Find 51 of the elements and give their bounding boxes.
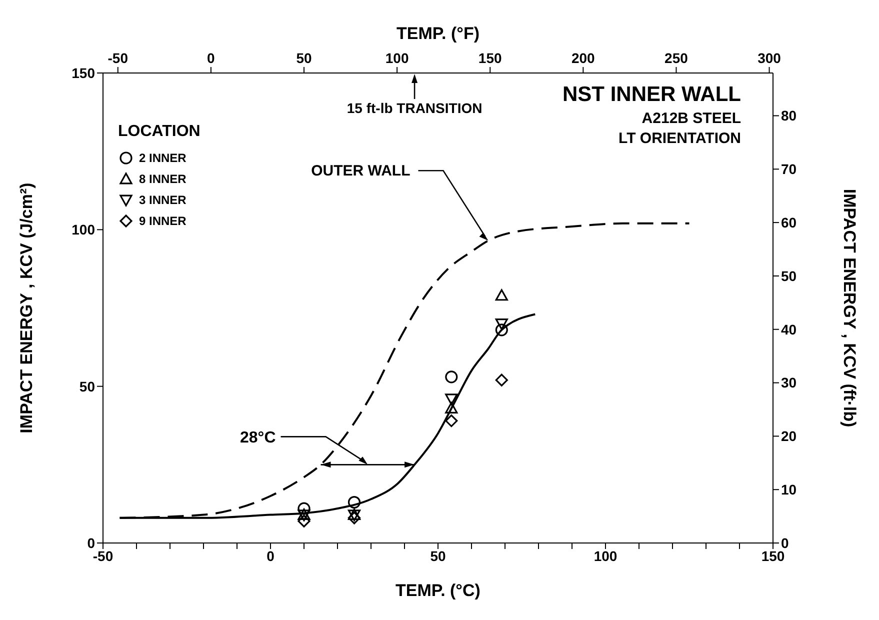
annotation: 28°C bbox=[240, 430, 276, 447]
annotation: 15 ft-lb TRANSITION bbox=[346, 100, 482, 116]
legend-title: LOCATION bbox=[118, 123, 202, 141]
y-tick-label: 150 bbox=[72, 64, 96, 81]
x2-tick-label: -50 bbox=[108, 50, 128, 66]
y2-tick-label: 20 bbox=[781, 428, 797, 444]
legend-label: 9 INNER bbox=[139, 214, 186, 228]
point bbox=[445, 394, 458, 406]
x2-tick-label: 250 bbox=[664, 50, 688, 66]
y2-tick-label: 50 bbox=[781, 268, 797, 284]
x-tick-label: -50 bbox=[92, 548, 114, 564]
y-tick-label: 100 bbox=[72, 222, 96, 238]
point bbox=[445, 370, 458, 384]
point bbox=[298, 502, 310, 515]
x-tick-label: 50 bbox=[430, 548, 446, 564]
y2-tick-label: 40 bbox=[781, 321, 797, 338]
y2-tick-label: 70 bbox=[781, 161, 797, 178]
legend-label: 3 INNER bbox=[139, 192, 186, 206]
point bbox=[445, 402, 458, 414]
x2-axis-title: TEMP. (°F) bbox=[396, 24, 480, 43]
point bbox=[445, 414, 458, 428]
y2-tick-label: 80 bbox=[781, 108, 797, 124]
y2-tick-label: 10 bbox=[781, 482, 797, 498]
x2-tick-label: 50 bbox=[296, 50, 312, 66]
point bbox=[348, 496, 361, 509]
point bbox=[495, 374, 508, 386]
y2-tick-label: 30 bbox=[781, 374, 797, 391]
text: OUTER WALL bbox=[311, 162, 410, 180]
x-tick-label: 100 bbox=[594, 548, 618, 564]
annotation: LT ORIENTATION bbox=[618, 130, 741, 147]
point bbox=[495, 289, 508, 301]
annotation: A212B STEEL bbox=[642, 110, 741, 127]
point bbox=[298, 514, 310, 528]
y-tick-label: 50 bbox=[79, 378, 96, 394]
point bbox=[348, 512, 361, 524]
point bbox=[495, 324, 508, 336]
y-axis-title: IMPACT ENERGY , KCV (J/cm²) bbox=[17, 182, 36, 434]
legend-label: 8 INNER bbox=[139, 172, 186, 186]
text: NST INNER WALL bbox=[562, 83, 742, 106]
point bbox=[495, 318, 508, 330]
x2-tick-label: 100 bbox=[385, 50, 409, 66]
x-tick-label: 0 bbox=[266, 548, 275, 564]
y2-axis-title: IMPACT ENERGY , KCV (ft·lb) bbox=[840, 188, 859, 428]
legend-label: 2 INNER bbox=[139, 150, 186, 164]
x2-tick-label: 0 bbox=[207, 50, 216, 66]
x2-tick-label: 300 bbox=[758, 50, 782, 66]
y2-tick-label: 60 bbox=[781, 214, 797, 231]
x2-tick-label: 150 bbox=[478, 50, 502, 66]
x-axis-title: TEMP. (°C) bbox=[396, 581, 480, 600]
y-tick-label: 0 bbox=[87, 534, 96, 551]
x2-tick-label: 200 bbox=[571, 50, 596, 66]
